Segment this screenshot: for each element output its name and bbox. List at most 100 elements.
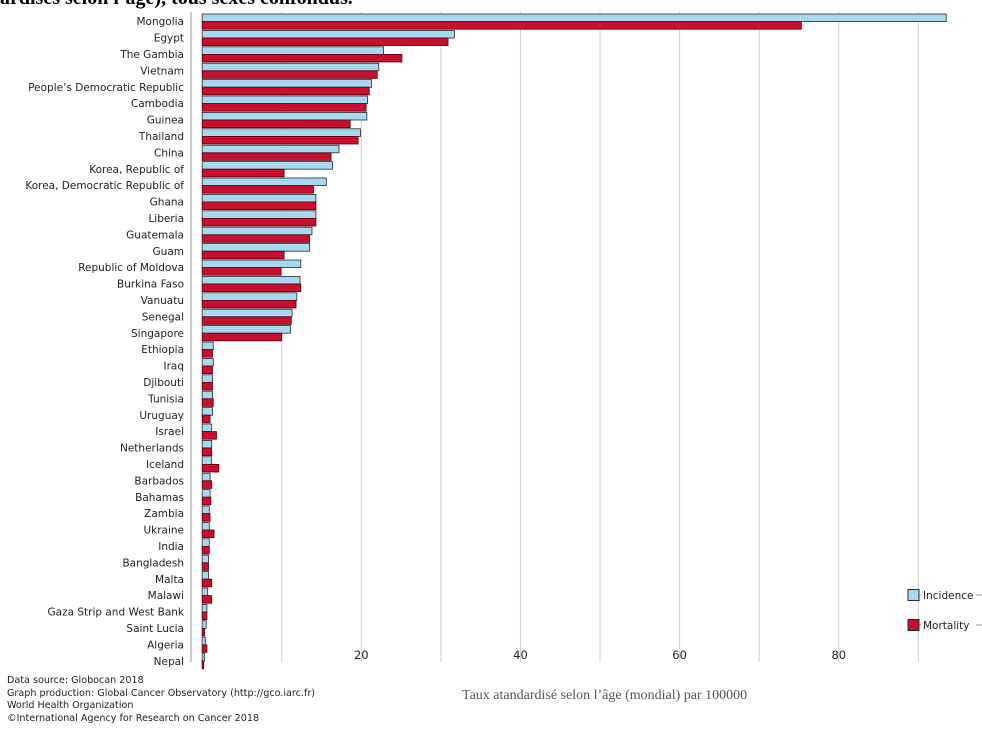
mortality-bar [202, 104, 366, 112]
mortality-bar [202, 350, 212, 358]
category-label: Netherlands [120, 443, 184, 455]
category-label: Ghana [150, 197, 184, 209]
category-label: Iceland [146, 459, 184, 471]
incidence-bar [202, 47, 383, 55]
incidence-bar [202, 572, 208, 580]
legend-incidence: Incidence [908, 588, 982, 602]
incidence-bar [202, 178, 326, 186]
incidence-bar [202, 129, 360, 137]
source-line: Graph production: Global Cancer Observat… [7, 688, 315, 701]
category-label: Egypt [154, 33, 184, 45]
category-label: Vietnam [140, 65, 184, 77]
x-axis-label: Taux atandardisé selon l’âge (mondial) p… [462, 688, 747, 704]
incidence-bar [202, 96, 368, 104]
incidence-bar [202, 621, 206, 629]
source-line: ©International Agency for Research on Ca… [7, 713, 315, 726]
incidence-bar [202, 637, 205, 645]
incidence-bar [202, 80, 372, 88]
category-label: Republic of Moldova [78, 262, 184, 274]
category-label: Guinea [147, 115, 184, 127]
category-label: Iraq [163, 361, 184, 373]
incidence-bar [202, 358, 213, 366]
category-label: Liberia [148, 213, 184, 225]
category-label: The Gambia [119, 49, 184, 61]
mortality-bar [202, 333, 282, 341]
incidence-bar [202, 440, 212, 448]
incidence-bar [202, 260, 301, 268]
mortality-bar [202, 251, 284, 259]
incidence-bar [202, 276, 300, 284]
category-label: People’s Democratic Republic [28, 82, 184, 94]
category-label: Malawi [148, 590, 184, 602]
category-label: Barbados [134, 475, 184, 487]
category-label: Singapore [131, 328, 184, 340]
x-tick-label: 40 [513, 648, 528, 662]
legend-mortality: Mortality [908, 618, 982, 632]
legend: Incidence Mortality [908, 588, 982, 632]
x-tick-label: 20 [354, 648, 369, 662]
category-label: Israel [155, 426, 184, 438]
incidence-bar [202, 162, 333, 170]
mortality-bar [202, 218, 316, 226]
incidence-bar [202, 375, 212, 383]
category-label: Djibouti [143, 377, 184, 389]
mortality-bar [202, 235, 309, 243]
mortality-bar [202, 284, 301, 292]
bar-chart: Mongolia Egypt The Gambia Vietnam People’s D… [0, 0, 982, 670]
mortality-bar [202, 432, 216, 440]
mortality-bar [202, 317, 291, 325]
category-label: Malta [155, 574, 184, 586]
incidence-bar [202, 326, 290, 334]
category-label: Ethiopia [141, 344, 184, 356]
incidence-bar [202, 227, 312, 235]
mortality-bar [202, 661, 204, 669]
incidence-bar [202, 506, 209, 514]
incidence-bar [202, 490, 210, 498]
incidence-bar [202, 654, 204, 662]
category-label: Thailand [138, 131, 184, 143]
mortality-bar [202, 596, 212, 604]
mortality-bar [202, 186, 313, 194]
incidence-bar [202, 555, 208, 563]
incidence-bar [202, 588, 208, 596]
mortality-bar [202, 87, 369, 95]
incidence-bar [202, 342, 213, 350]
incidence-bar [202, 63, 379, 71]
mortality-bar [202, 645, 207, 653]
legend-label: Mortality [923, 620, 970, 632]
category-label: Gaza Strip and West Bank [48, 607, 185, 619]
mortality-bar [202, 612, 207, 620]
category-label: Nepal [154, 656, 184, 668]
category-label: India [158, 541, 184, 553]
legend-swatch [908, 590, 919, 601]
mortality-bar [202, 268, 281, 276]
mortality-bar [202, 153, 331, 161]
mortality-bar [202, 497, 211, 505]
category-label: Bahamas [135, 492, 184, 504]
incidence-bar [202, 522, 209, 530]
incidence-bar [202, 457, 212, 465]
x-tick-label: 60 [672, 648, 687, 662]
source-notes: Data source: Globocan 2018 Graph product… [7, 675, 315, 725]
category-label: Burkina Faso [117, 279, 184, 291]
incidence-bar [202, 211, 316, 219]
mortality-bar [202, 415, 210, 423]
mortality-bar [202, 628, 204, 636]
mortality-bar [202, 22, 801, 30]
incidence-bar [202, 424, 212, 432]
incidence-bar [202, 244, 309, 252]
incidence-bar [202, 473, 210, 481]
category-label: Korea, Democratic Republic of [25, 180, 184, 192]
incidence-bar [202, 604, 207, 612]
category-label: Guatemala [126, 229, 184, 241]
mortality-bar [202, 202, 316, 210]
bars [202, 14, 946, 669]
source-line: Data source: Globocan 2018 [7, 675, 315, 688]
category-label: Algeria [147, 639, 184, 651]
category-label: Tunisia [147, 393, 184, 405]
mortality-bar [202, 530, 214, 538]
category-labels: Mongolia Egypt The Gambia Vietnam People’s D… [25, 16, 185, 668]
category-label: Korea, Republic of [89, 164, 184, 176]
incidence-bar [202, 309, 292, 317]
category-label: Cambodia [131, 98, 184, 110]
